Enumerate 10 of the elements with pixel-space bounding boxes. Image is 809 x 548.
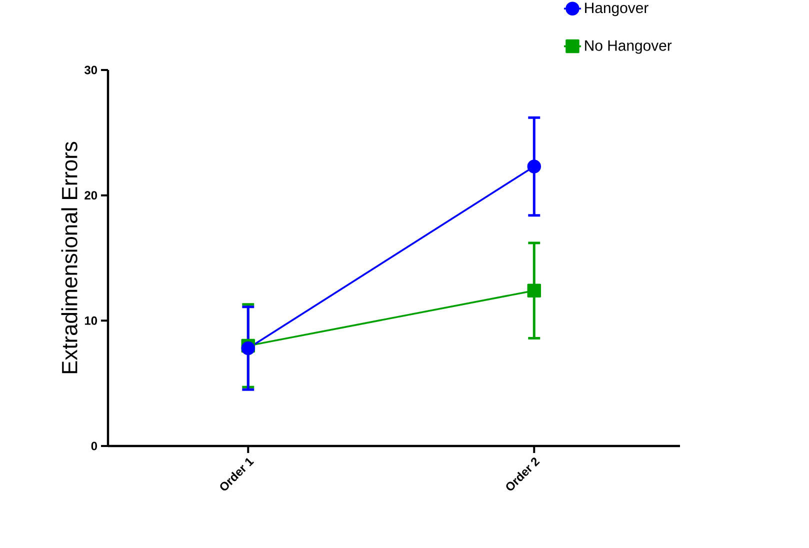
point — [527, 284, 542, 298]
y-tick-label: 20 — [84, 191, 98, 200]
legend-label: No Hangover — [585, 40, 672, 54]
point — [241, 341, 256, 356]
y-axis-title: Extradimensional Errors — [61, 142, 78, 374]
point — [527, 160, 542, 174]
legend-label: Hangover — [585, 2, 648, 16]
y-tick-label: 0 — [91, 442, 98, 450]
y-tick-label: 30 — [84, 66, 98, 74]
y-tick-label: 10 — [84, 316, 98, 325]
